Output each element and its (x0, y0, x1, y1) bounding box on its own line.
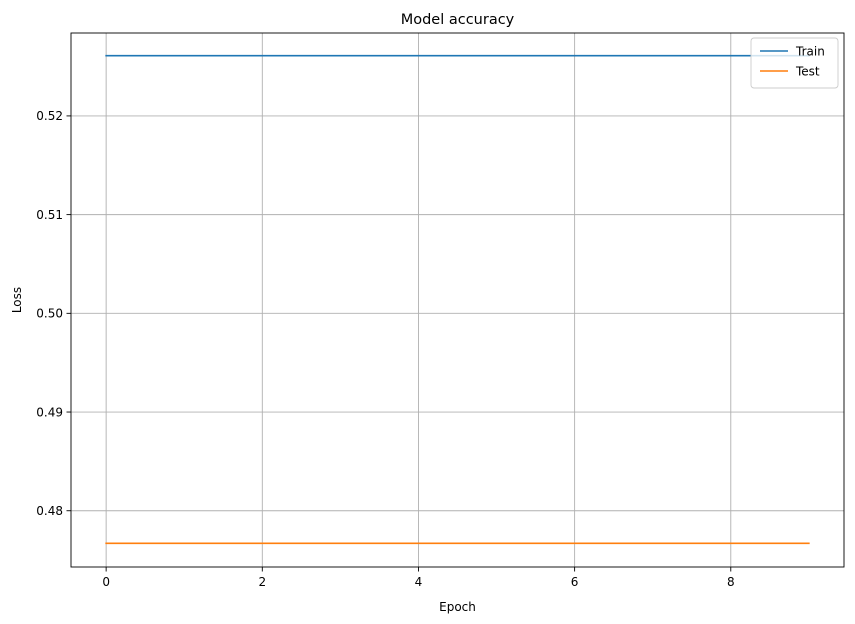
y-tick-label: 0.48 (36, 504, 63, 518)
series-lines (105, 54, 810, 545)
y-axis-ticks: 0.48 0.49 0.50 0.51 0.52 (36, 109, 71, 518)
x-tick-label: 2 (258, 575, 266, 589)
y-tick-label: 0.49 (36, 405, 63, 419)
y-tick-label: 0.51 (36, 208, 63, 222)
x-tick-label: 0 (102, 575, 110, 589)
x-axis-ticks: 0 2 4 6 8 (102, 567, 735, 589)
y-axis-label: Loss (10, 287, 24, 313)
y-tick-label: 0.52 (36, 109, 63, 123)
legend-label-test: Test (795, 64, 820, 78)
x-axis-label: Epoch (439, 600, 476, 614)
grid (71, 33, 844, 567)
legend-label-train: Train (795, 44, 825, 58)
x-tick-label: 6 (571, 575, 579, 589)
plot-frame (70, 32, 845, 568)
legend: Train Test (750, 37, 839, 89)
chart-title: Model accuracy (401, 12, 515, 28)
y-tick-label: 0.50 (36, 307, 63, 321)
legend-box (750, 37, 839, 89)
plot-area (71, 33, 844, 567)
x-tick-label: 4 (415, 575, 423, 589)
x-tick-label: 8 (727, 575, 735, 589)
